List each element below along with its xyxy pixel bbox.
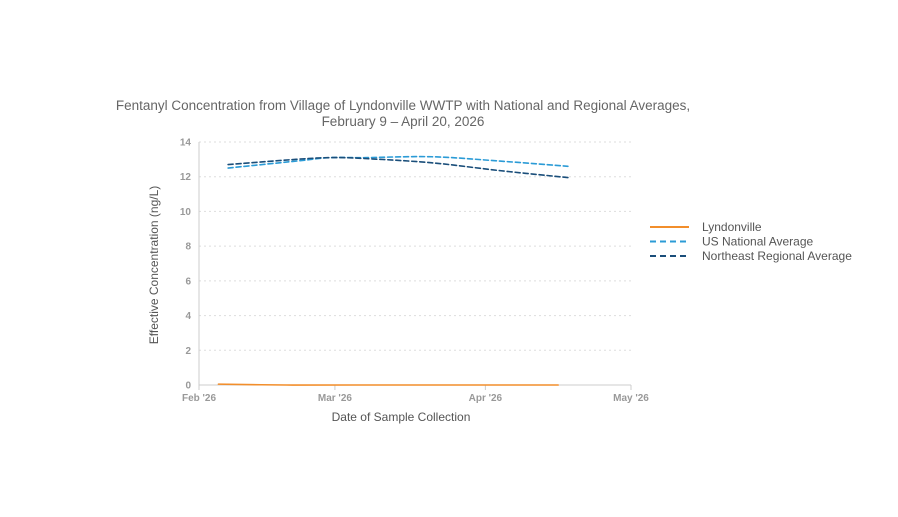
x-axis-title: Date of Sample Collection <box>332 410 471 424</box>
y-axis-title: Effective Concentration (ng/L) <box>147 186 161 345</box>
series-line-1 <box>227 155 569 169</box>
x-tick-label: Feb '26 <box>182 393 216 404</box>
y-tick-label: 8 <box>185 242 191 253</box>
series-line-0 <box>217 383 559 386</box>
chart-title: Fentanyl Concentration from Village of L… <box>116 98 690 129</box>
legend-label-0: Lyndonville <box>702 220 762 234</box>
legend-label-2: Northeast Regional Average <box>702 249 852 263</box>
chart-title-line-2: February 9 – April 20, 2026 <box>322 114 485 129</box>
legend-label-1: US National Average <box>702 235 814 249</box>
series-line-2 <box>227 156 569 179</box>
y-tick-label: 0 <box>185 381 191 392</box>
y-tick-label: 4 <box>185 311 191 322</box>
x-tick-label: May '26 <box>613 393 649 404</box>
y-tick-label: 12 <box>180 172 192 183</box>
gridlines <box>199 141 631 351</box>
y-tick-label: 2 <box>185 346 191 357</box>
y-tick-label: 14 <box>180 138 192 149</box>
x-tick-label: Apr '26 <box>469 393 503 404</box>
series-lines <box>217 155 569 386</box>
x-tick-label: Mar '26 <box>318 393 353 404</box>
y-tick-label: 10 <box>180 207 192 218</box>
axes: 0 2 4 6 8 10 12 14 Feb '26 Mar '26 Apr '26 May '26 <box>180 138 649 405</box>
chart-title-line-1: Fentanyl Concentration from Village of L… <box>116 98 690 113</box>
y-tick-label: 6 <box>185 276 191 287</box>
